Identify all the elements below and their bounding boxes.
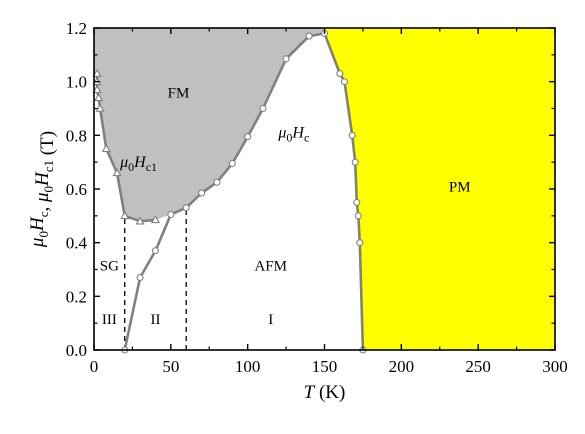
x-tick-label-1: 50 <box>162 357 179 376</box>
boundary-dashed-lines <box>124 207 187 350</box>
y-tick-label-6: 1.2 <box>66 19 87 38</box>
circle-marker-1 <box>136 273 144 282</box>
chart-text: 0 50 100 150 200 250 300 0.0 0.2 0.4 0.6 0.8 1.0 1.2 T… <box>27 19 568 403</box>
circle-marker-10 <box>282 55 290 63</box>
triangle-marker-8 <box>135 216 145 225</box>
circle-marker-3 <box>167 210 175 219</box>
circle-marker-8 <box>244 133 252 141</box>
region-label-ii: II <box>150 312 160 328</box>
circle-marker-11 <box>305 32 313 40</box>
region-label-i: I <box>268 312 273 328</box>
region-label-pm: PM <box>449 179 471 195</box>
circle-marker-2 <box>151 247 160 255</box>
circle-marker-14 <box>340 78 349 86</box>
region-label-iii: III <box>102 312 117 328</box>
circle-marker-13 <box>336 70 344 78</box>
axis-ticks <box>93 27 556 351</box>
y-tick-label-1: 0.2 <box>66 287 87 306</box>
y-tick-label-3: 0.6 <box>66 180 87 199</box>
triangle-marker-3 <box>94 93 104 102</box>
x-tick-label-5: 250 <box>465 357 491 376</box>
y-tick-label-5: 1.0 <box>66 73 87 92</box>
x-tick-label-4: 200 <box>389 357 415 376</box>
x-tick-label-6: 300 <box>542 357 568 376</box>
triangle-marker-0 <box>92 68 102 77</box>
region-label-fm: FM <box>168 85 190 101</box>
region-label-sg: SG <box>100 258 119 274</box>
curve-label-hc: μ0Hc <box>277 125 309 145</box>
circle-marker-19 <box>356 239 364 247</box>
phase-region-fills <box>94 28 555 350</box>
triangle-marker-6 <box>112 168 122 177</box>
data-markers <box>92 29 367 354</box>
triangle-marker-4 <box>95 103 105 112</box>
circle-marker-6 <box>213 178 221 186</box>
circle-marker-9 <box>259 104 267 113</box>
x-axis-title: T (K) <box>304 382 346 403</box>
y-axis-title: μ0Hc, μ0Hc1 (T) <box>27 131 58 248</box>
triangle-marker-5 <box>101 144 111 152</box>
circle-marker-15 <box>348 131 356 139</box>
pm-region <box>322 28 555 350</box>
y-tick-label-0: 0.0 <box>66 341 87 360</box>
circle-marker-18 <box>354 212 362 220</box>
y-tick-label-4: 0.8 <box>66 126 87 145</box>
x-tick-label-2: 100 <box>235 357 261 376</box>
triangle-marker-2 <box>92 85 102 93</box>
y-tick-label-2: 0.4 <box>66 234 88 253</box>
circle-marker-17 <box>353 198 361 206</box>
triangle-marker-7 <box>120 211 130 220</box>
region-label-afm: AFM <box>254 258 287 274</box>
circle-marker-5 <box>198 189 206 197</box>
curve-label-hc1: μ0Hc1 <box>119 154 157 174</box>
x-tick-label-3: 150 <box>312 357 338 376</box>
circle-marker-16 <box>351 158 359 166</box>
x-tick-label-0: 0 <box>90 357 99 376</box>
fm-region <box>94 28 325 222</box>
circle-marker-7 <box>228 159 236 168</box>
triangle-marker-9 <box>150 215 161 224</box>
circle-marker-4 <box>182 204 190 212</box>
